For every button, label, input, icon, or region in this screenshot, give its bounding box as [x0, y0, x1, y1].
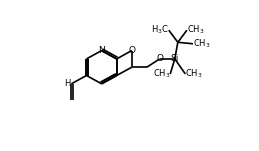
Text: CH$_3$: CH$_3$: [187, 24, 204, 36]
Text: N: N: [98, 46, 105, 55]
Text: CH$_3$: CH$_3$: [153, 68, 170, 80]
Text: H$_3$C: H$_3$C: [151, 24, 169, 36]
Text: CH$_3$: CH$_3$: [185, 68, 203, 80]
Text: O: O: [128, 46, 135, 55]
Text: CH$_3$: CH$_3$: [193, 38, 211, 50]
Text: H: H: [64, 79, 70, 88]
Text: O: O: [156, 54, 163, 63]
Text: Si: Si: [171, 54, 179, 63]
